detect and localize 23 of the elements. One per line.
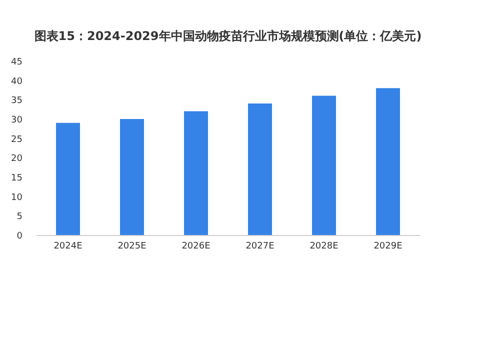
- x-tick-label: 2028E: [310, 242, 339, 252]
- x-tick-label: 2024E: [54, 242, 83, 252]
- y-tick-label: 15: [11, 174, 22, 184]
- bar: [248, 104, 272, 235]
- bar: [312, 96, 336, 235]
- x-tick-label: 2025E: [118, 242, 147, 252]
- y-tick-label: 0: [16, 232, 23, 242]
- x-tick-label: 2026E: [182, 242, 211, 252]
- y-tick-label: 40: [11, 76, 23, 87]
- y-tick-label: 30: [11, 116, 23, 126]
- y-tick-label: 5: [16, 212, 22, 222]
- bar: [56, 122, 80, 235]
- bar: [184, 111, 208, 235]
- y-tick-label: 45: [11, 58, 22, 68]
- y-tick-label: 20: [11, 154, 23, 164]
- chart-title: 图表15：2024-2029年中国动物疫苗行业市场规模预测(单位：亿美元): [34, 29, 422, 43]
- y-tick-label: 35: [11, 96, 22, 106]
- x-tick-label: 2029E: [374, 242, 403, 252]
- y-tick-label: 25: [11, 134, 22, 145]
- bar: [120, 119, 144, 235]
- y-tick-label: 10: [11, 192, 23, 203]
- bar: [376, 88, 400, 235]
- x-tick-label: 2027E: [246, 242, 275, 252]
